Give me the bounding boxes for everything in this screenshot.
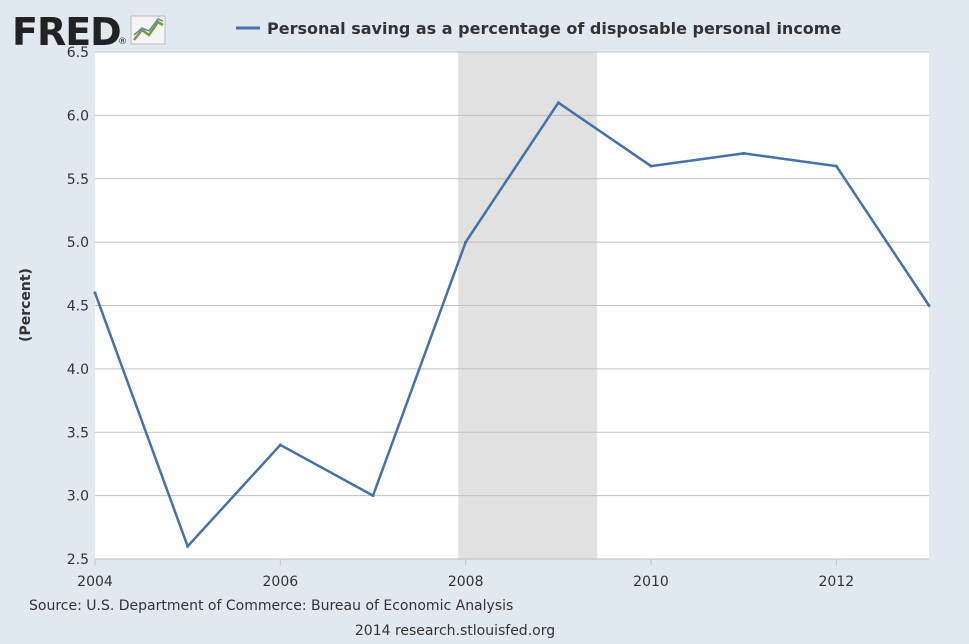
data-point [834,164,838,168]
data-point [278,443,282,447]
y-tick-label: 6.0 [67,108,89,124]
data-point [464,240,468,244]
y-axis-ticks: 2.5 3.0 3.5 4.0 4.5 5.0 5.5 6.0 6.5 [67,45,89,568]
y-tick-label: 3.5 [67,425,89,441]
x-tick-label: 2006 [263,574,299,590]
data-point [93,291,97,295]
x-tick-label: 2010 [633,574,669,590]
registered-mark: ® [118,37,127,47]
y-tick-label: 4.0 [67,362,89,378]
y-tick-label: 2.5 [67,552,89,568]
x-tick-label: 2008 [448,574,484,590]
legend: Personal saving as a percentage of dispo… [236,19,841,38]
y-tick-label: 5.0 [67,235,89,251]
credit-note: 2014 research.stlouisfed.org [355,623,555,639]
fred-logo-text: FRED [12,10,121,54]
y-tick-label: 5.5 [67,172,89,188]
y-axis-title: (Percent) [18,268,34,342]
legend-label: Personal saving as a percentage of dispo… [267,19,841,38]
data-point [742,151,746,155]
data-point [649,164,653,168]
grid-layer [95,51,929,560]
y-tick-label: 6.5 [67,45,89,61]
data-point [186,544,190,548]
series-layer [93,101,931,548]
y-tick-label: 3.0 [67,489,89,505]
data-point [556,101,560,105]
y-tick-label: 4.5 [67,299,89,315]
fred-logo[interactable]: FRED ® [12,10,166,54]
data-point [371,494,375,498]
x-tick-label: 2012 [819,574,855,590]
data-point [927,304,931,307]
x-axis-ticks: 2004 2006 2008 2010 2012 [77,559,854,590]
series-line [93,101,931,548]
x-tick-label: 2004 [77,574,113,590]
source-note: Source: U.S. Department of Commerce: Bur… [29,598,513,614]
fred-chart-icon [130,15,166,45]
